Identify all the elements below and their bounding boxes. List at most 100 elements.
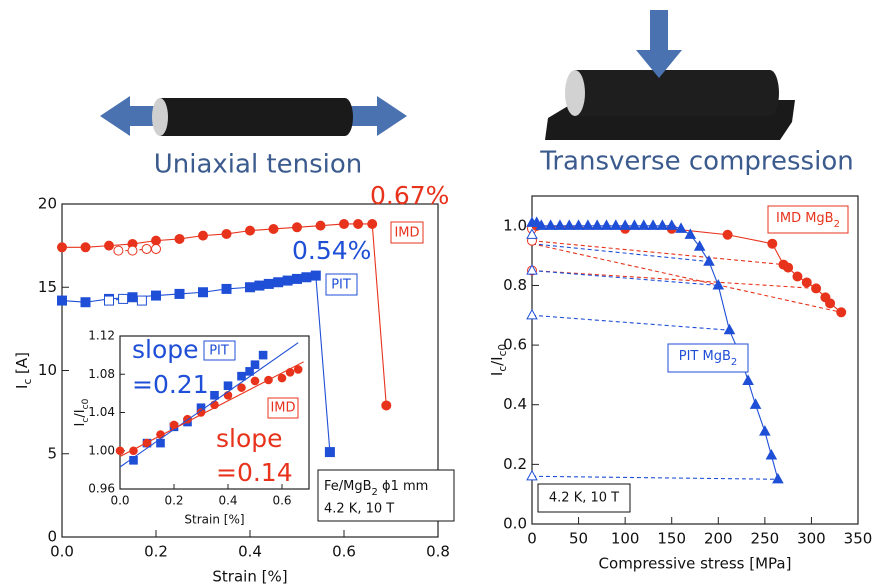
data-point	[767, 238, 778, 249]
annotation-box	[537, 483, 631, 513]
annotation-box	[325, 273, 358, 296]
data-point	[554, 219, 566, 230]
annotation: IMD	[270, 401, 295, 416]
y-tick-label: 1.08	[88, 367, 115, 381]
series-line	[119, 342, 299, 468]
annotation-box	[267, 397, 299, 419]
inset-annotations: slope PIT =0.21 IMD slope =0.14	[132, 335, 299, 487]
data-point	[572, 219, 585, 230]
x-tick-label: 0.0	[50, 543, 74, 561]
box-text: 4.2 K, 10 T	[324, 502, 394, 517]
data-point	[315, 220, 326, 231]
x-tick-label: 0.4	[218, 494, 237, 508]
data-point	[723, 323, 736, 335]
x-tick-label: 0.2	[144, 543, 168, 561]
y-tick-label: 10	[38, 361, 57, 379]
x-tick-label: 0.6	[272, 494, 291, 508]
data-point	[245, 225, 255, 236]
data-point	[339, 218, 349, 229]
data-point	[749, 398, 762, 409]
y-tick-label: 0.6	[503, 336, 527, 354]
data-point	[57, 295, 67, 306]
y-tick-label: 0.8	[503, 276, 527, 294]
annotation: slope	[132, 335, 199, 364]
data-point	[825, 298, 836, 309]
annotation: 0.67%	[370, 181, 449, 210]
data-point	[783, 262, 794, 273]
data-point	[544, 219, 557, 230]
subscript: c	[22, 379, 34, 385]
data-point	[526, 228, 538, 239]
box-text: Fe/MgB2 ϕ1 mm	[324, 479, 428, 498]
data-point	[198, 287, 208, 298]
x-tick-label: 250	[751, 530, 780, 548]
x-tick-label: 300	[797, 530, 826, 548]
data-point	[258, 350, 268, 360]
data-point	[722, 229, 733, 240]
series-line	[531, 243, 842, 313]
x-tick-label: 50	[569, 530, 588, 548]
plot-frame	[531, 195, 859, 525]
data-point	[245, 367, 254, 376]
series-line	[531, 269, 817, 289]
subscript: 2	[834, 219, 840, 230]
x-tick-label: 150	[657, 530, 686, 548]
data-point	[113, 245, 124, 256]
data-point	[282, 275, 293, 286]
y-tick-label: 15	[38, 278, 57, 296]
data-point	[637, 219, 650, 230]
data-point	[151, 290, 161, 301]
data-point	[277, 373, 287, 383]
x-tick-label: 0.0	[110, 494, 129, 508]
data-point	[57, 242, 67, 253]
data-point	[836, 307, 847, 318]
y-tick-label: 0.96	[88, 482, 115, 496]
data-point	[80, 297, 91, 308]
data-point	[263, 278, 274, 289]
subscript: 2	[372, 487, 378, 498]
label-part: I	[488, 372, 506, 376]
data-point	[250, 376, 260, 386]
series-line	[531, 243, 710, 263]
data-point	[136, 295, 147, 306]
data-point	[324, 447, 335, 458]
data-point	[104, 295, 114, 306]
series-line	[531, 475, 778, 480]
data-point	[174, 233, 185, 244]
annotation: PIT	[331, 278, 351, 293]
data-point	[759, 425, 771, 436]
data-point	[628, 219, 641, 230]
heading: Uniaxial tension	[154, 150, 363, 180]
annotation-box	[667, 343, 749, 373]
subscript: c	[497, 366, 509, 372]
data-point	[526, 264, 538, 275]
subscript: 2	[731, 357, 737, 368]
data-point	[703, 255, 715, 266]
data-point	[237, 371, 246, 381]
annotation: PIT MgB2	[679, 349, 738, 368]
text-part: PIT MgB	[679, 349, 731, 364]
x-axis-label: Strain [%]	[184, 513, 244, 527]
conditions-box: Fe/MgB2 ϕ1 mm 4.2 K, 10 T	[317, 469, 455, 522]
series-line	[531, 269, 719, 287]
data-point	[665, 219, 678, 230]
label-part: I	[73, 423, 88, 427]
data-point	[742, 374, 754, 385]
data-point	[381, 400, 392, 411]
data-point	[792, 271, 803, 282]
compression-illustration	[545, 10, 795, 140]
label-part: [A]	[13, 352, 31, 379]
annotation: PIT	[209, 344, 229, 359]
annotation: =0.14	[216, 458, 293, 487]
x-tick-label: 0.4	[238, 543, 262, 561]
series-line	[62, 223, 387, 406]
data-point	[141, 243, 152, 254]
data-point	[563, 219, 576, 230]
annotation-box	[390, 221, 424, 244]
y-tick-label: 20	[38, 195, 57, 213]
data-point	[104, 240, 114, 251]
data-point	[115, 446, 125, 456]
data-point	[268, 223, 279, 234]
x-axis-label: Strain [%]	[212, 568, 287, 586]
data-point	[127, 292, 138, 303]
